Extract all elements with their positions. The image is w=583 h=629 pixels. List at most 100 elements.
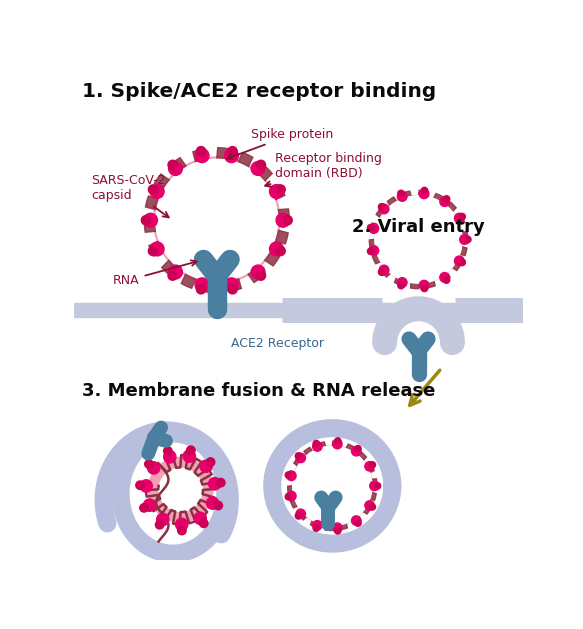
Circle shape <box>295 513 301 519</box>
Circle shape <box>440 197 449 206</box>
Circle shape <box>195 278 209 292</box>
Circle shape <box>355 520 361 526</box>
Circle shape <box>422 187 428 194</box>
Text: Receptor binding
domain (RBD): Receptor binding domain (RBD) <box>265 152 381 187</box>
Circle shape <box>398 282 404 289</box>
Polygon shape <box>287 441 377 531</box>
Circle shape <box>454 213 464 223</box>
Circle shape <box>141 216 150 225</box>
Circle shape <box>367 225 374 231</box>
Circle shape <box>333 439 342 448</box>
Circle shape <box>378 204 385 210</box>
Circle shape <box>386 207 451 272</box>
Circle shape <box>379 265 389 275</box>
Circle shape <box>164 447 172 455</box>
Circle shape <box>251 162 265 175</box>
Polygon shape <box>375 196 462 283</box>
Circle shape <box>168 162 182 175</box>
Circle shape <box>283 216 292 225</box>
Circle shape <box>379 204 389 214</box>
Circle shape <box>287 491 296 501</box>
Circle shape <box>369 246 379 255</box>
Circle shape <box>175 518 188 530</box>
Circle shape <box>168 265 182 279</box>
Circle shape <box>148 185 157 194</box>
Circle shape <box>292 446 373 526</box>
Circle shape <box>150 184 164 198</box>
Circle shape <box>276 247 285 255</box>
Text: 2. Viral entry: 2. Viral entry <box>352 218 484 236</box>
Circle shape <box>228 147 237 156</box>
Circle shape <box>147 462 160 474</box>
Circle shape <box>224 278 238 292</box>
Circle shape <box>365 462 374 471</box>
Circle shape <box>369 224 379 233</box>
Text: Spike protein: Spike protein <box>227 128 333 159</box>
Circle shape <box>374 482 381 489</box>
Circle shape <box>285 472 292 478</box>
Circle shape <box>459 213 465 220</box>
Circle shape <box>365 501 374 510</box>
Bar <box>75 303 523 317</box>
Circle shape <box>465 237 471 243</box>
Circle shape <box>171 174 263 267</box>
Circle shape <box>276 185 285 194</box>
Circle shape <box>209 477 221 490</box>
Circle shape <box>195 148 209 163</box>
Circle shape <box>214 501 223 509</box>
Circle shape <box>313 525 319 532</box>
Circle shape <box>355 445 361 452</box>
Circle shape <box>296 454 305 463</box>
Circle shape <box>159 468 202 511</box>
Circle shape <box>206 458 215 466</box>
Circle shape <box>440 272 449 282</box>
Circle shape <box>145 460 153 468</box>
Text: SARS-CoV-2
capsid: SARS-CoV-2 capsid <box>92 174 168 218</box>
Circle shape <box>367 248 374 255</box>
Circle shape <box>370 481 379 491</box>
Text: RNA: RNA <box>113 260 196 287</box>
Circle shape <box>140 504 148 512</box>
Circle shape <box>216 479 225 487</box>
Circle shape <box>224 148 238 163</box>
Polygon shape <box>293 446 372 526</box>
Circle shape <box>187 446 195 455</box>
Circle shape <box>419 281 429 290</box>
Circle shape <box>168 271 177 281</box>
Circle shape <box>398 277 407 287</box>
Circle shape <box>443 277 449 283</box>
Circle shape <box>148 457 213 522</box>
Circle shape <box>150 242 164 256</box>
Circle shape <box>398 192 407 201</box>
Circle shape <box>148 247 157 255</box>
Circle shape <box>136 481 144 489</box>
Circle shape <box>200 460 212 472</box>
Circle shape <box>168 160 177 169</box>
Polygon shape <box>144 148 289 292</box>
Circle shape <box>269 242 283 256</box>
Circle shape <box>257 160 266 169</box>
Circle shape <box>143 499 156 511</box>
Polygon shape <box>369 191 468 289</box>
Text: 1. Spike/ACE2 receptor binding: 1. Spike/ACE2 receptor binding <box>82 82 436 101</box>
Circle shape <box>443 196 449 202</box>
Circle shape <box>251 265 265 279</box>
Circle shape <box>375 196 462 284</box>
Circle shape <box>303 457 361 515</box>
Circle shape <box>459 259 465 265</box>
Circle shape <box>156 521 164 529</box>
Circle shape <box>369 462 375 468</box>
Circle shape <box>199 519 208 528</box>
Circle shape <box>378 269 385 276</box>
Circle shape <box>422 285 428 292</box>
Circle shape <box>164 450 176 463</box>
Circle shape <box>154 157 280 284</box>
Circle shape <box>269 184 283 198</box>
Text: ACE2 Receptor: ACE2 Receptor <box>231 337 324 350</box>
Circle shape <box>369 504 375 510</box>
Circle shape <box>296 509 305 518</box>
Text: 3. Membrane fusion & RNA release: 3. Membrane fusion & RNA release <box>82 382 436 400</box>
Circle shape <box>276 213 290 227</box>
Circle shape <box>460 235 469 244</box>
Circle shape <box>157 513 169 526</box>
